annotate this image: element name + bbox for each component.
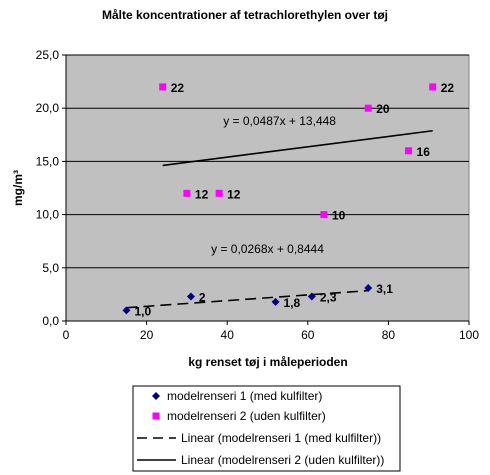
trendline-1 <box>126 289 369 309</box>
x-tick-label: 40 <box>221 328 235 342</box>
trendline-equations: y = 0,0268x + 0,8444 y = 0,0487x + 13,448 <box>211 114 336 256</box>
y-tick-label: 20,0 <box>36 101 60 115</box>
data-labels: 1,0 2 1,8 2,3 3,1 22 12 12 10 20 16 22 <box>134 81 454 318</box>
data-label: 10 <box>332 209 346 223</box>
y-tick-label: 0,0 <box>42 314 59 328</box>
data-label: 1,8 <box>284 296 301 310</box>
data-points <box>122 83 437 315</box>
data-label: 16 <box>417 145 431 159</box>
point-series-2 <box>405 147 413 155</box>
legend-marker-2 <box>152 412 160 420</box>
chart-title: Målte koncentrationer af tetrachlorethyl… <box>102 8 388 22</box>
data-label: 22 <box>441 81 455 95</box>
legend-label: modelrenseri 1 (med kulfilter) <box>167 389 322 403</box>
legend-label: Linear (modelrenseri 1 (med kulfilter)) <box>181 431 381 445</box>
point-series-1 <box>271 297 280 306</box>
x-tick-label: 80 <box>382 328 396 342</box>
data-label: 3,1 <box>376 282 393 296</box>
y-tick-label: 5,0 <box>42 261 59 275</box>
y-tick-label: 15,0 <box>36 154 60 168</box>
x-tick-label: 0 <box>63 328 70 342</box>
point-series-2 <box>320 211 328 219</box>
y-axis-label: mg/m³ <box>11 170 25 206</box>
trendline-equation-1: y = 0,0268x + 0,8444 <box>211 242 324 256</box>
point-series-2 <box>159 83 167 91</box>
x-tick-labels: 0 20 40 60 80 100 <box>63 328 480 342</box>
point-series-1 <box>364 284 373 293</box>
point-series-2 <box>429 83 437 91</box>
point-series-2 <box>183 189 191 197</box>
trendline-2 <box>162 129 433 167</box>
data-label: 12 <box>227 187 241 201</box>
plot-area <box>65 54 470 322</box>
legend-label: modelrenseri 2 (uden kulfilter) <box>167 409 326 423</box>
point-series-2 <box>215 189 223 197</box>
y-tick-label: 10,0 <box>36 208 60 222</box>
data-label: 12 <box>195 187 209 201</box>
gridlines <box>66 54 469 269</box>
data-label: 1,0 <box>134 304 151 318</box>
legend-marker-1 <box>152 392 160 400</box>
data-label: 2 <box>199 291 206 305</box>
x-tick-label: 100 <box>459 328 479 342</box>
legend <box>132 385 401 472</box>
point-series-2 <box>364 104 372 112</box>
x-tick-label: 60 <box>301 328 315 342</box>
point-series-1 <box>307 292 316 301</box>
point-series-1 <box>186 292 195 301</box>
data-label: 2,3 <box>320 291 337 305</box>
y-tick-label: 25,0 <box>36 48 60 62</box>
legend-label: Linear (modelrenseri 2 (uden kulfilter)) <box>181 453 384 467</box>
trendline-equation-2: y = 0,0487x + 13,448 <box>223 114 336 128</box>
point-series-1 <box>122 306 131 315</box>
data-label: 20 <box>376 102 390 116</box>
y-tick-labels: 0,0 5,0 10,0 15,0 20,0 25,0 <box>36 48 60 328</box>
trendlines <box>126 129 433 309</box>
data-label: 22 <box>171 81 185 95</box>
x-tick-label: 20 <box>140 328 154 342</box>
axes <box>62 54 470 325</box>
legend-entries: modelrenseri 1 (med kulfilter) modelrense… <box>137 389 384 467</box>
x-axis-label: kg renset tøj i måleperioden <box>188 355 347 369</box>
